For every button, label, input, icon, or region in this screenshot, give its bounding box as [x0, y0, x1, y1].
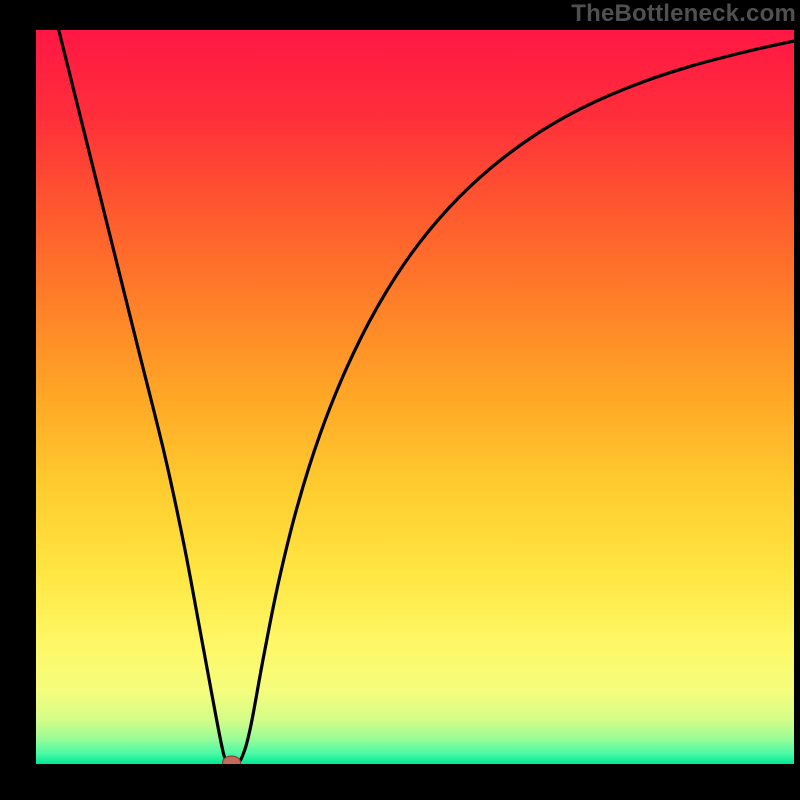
minimum-marker: [223, 756, 241, 764]
watermark-text: TheBottleneck.com: [571, 0, 796, 28]
bottleneck-chart: [36, 30, 794, 764]
